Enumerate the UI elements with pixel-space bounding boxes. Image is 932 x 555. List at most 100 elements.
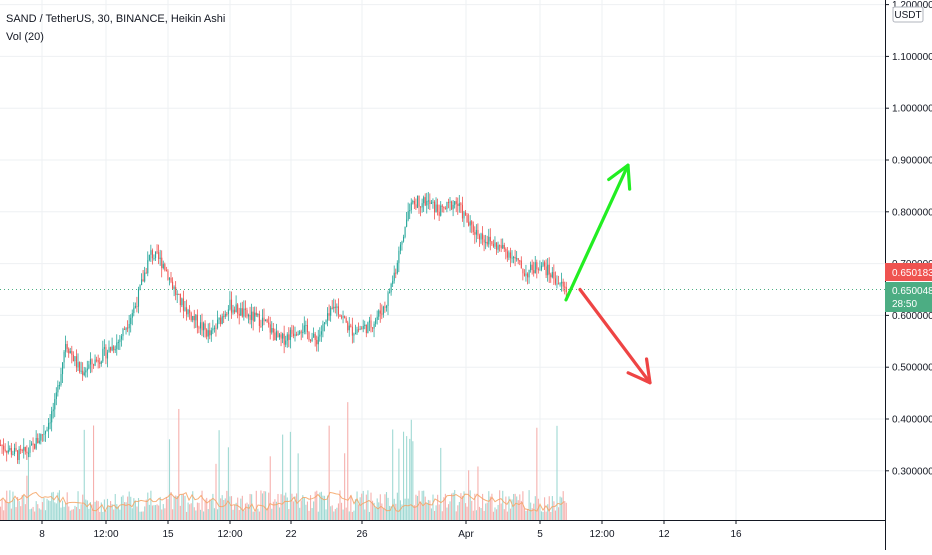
volume-bar — [221, 495, 223, 520]
symbol-title[interactable]: SAND / TetherUS, 30, BINANCE, Heikin Ash… — [6, 13, 226, 25]
volume-bar — [337, 503, 339, 520]
candle-body — [85, 370, 87, 373]
candle-body — [248, 314, 250, 317]
candle-body — [415, 204, 417, 208]
candle-body — [57, 385, 59, 393]
volume-bar — [381, 503, 383, 520]
volume-bar — [378, 502, 380, 520]
volume-bar — [375, 507, 377, 520]
candle-body — [398, 250, 400, 263]
price-axis[interactable]: 1.200000 1.100000 1.000000 0.900000 0.800000… — [885, 0, 932, 550]
volume-bar — [193, 507, 195, 520]
volume-bar — [134, 500, 136, 520]
candle-body — [533, 270, 535, 274]
candle-body — [334, 306, 336, 308]
candle-body — [201, 322, 203, 331]
volume-bar — [334, 509, 336, 520]
time-tick-label: 12:00 — [589, 529, 614, 540]
volume-bar — [313, 501, 315, 520]
volume-bar — [52, 491, 54, 520]
candle-body — [133, 307, 135, 314]
volume-bar — [230, 496, 233, 520]
candle-body — [196, 314, 198, 328]
volume-indicator-label[interactable]: Vol (20) — [6, 31, 44, 43]
volume-bar — [452, 492, 454, 520]
candle-body — [162, 264, 164, 269]
candle-body — [339, 314, 341, 317]
volume-bar — [389, 505, 391, 520]
volume-bar — [10, 508, 12, 520]
candle-body — [29, 445, 31, 453]
volume-bar — [310, 495, 312, 520]
candle-body — [83, 372, 85, 376]
candle-body — [404, 226, 406, 237]
candle-body — [565, 287, 567, 293]
volume-bar — [316, 490, 318, 520]
volume-bar — [553, 501, 555, 520]
candle-body — [505, 249, 507, 252]
candle-body — [375, 319, 377, 324]
volume-bar — [6, 490, 8, 520]
volume-bar — [328, 425, 330, 520]
candle-body — [164, 264, 166, 271]
volume-bar — [18, 501, 20, 520]
candle-body — [145, 272, 147, 274]
candle-body — [86, 368, 88, 371]
volume-bar — [384, 494, 386, 520]
volume-bar — [195, 510, 197, 520]
volume-bar — [297, 453, 299, 520]
candle-body — [544, 262, 546, 267]
volume-bar — [520, 500, 522, 520]
volume-bar — [523, 508, 525, 520]
candle-body — [468, 222, 470, 226]
candle-body — [155, 251, 157, 259]
volume-bar — [392, 429, 394, 520]
candle-body — [285, 340, 287, 345]
volume-bar — [508, 496, 510, 520]
candle-body — [331, 307, 333, 309]
candle-body — [387, 292, 389, 306]
volume-bar — [354, 499, 357, 520]
volume-bar — [454, 490, 456, 520]
candle-body — [330, 307, 332, 316]
candle-body — [63, 351, 65, 363]
candle-body — [302, 331, 304, 333]
candle-body — [198, 327, 200, 329]
volume-bar — [17, 497, 19, 520]
candle-body — [10, 448, 12, 455]
volume-bar — [145, 499, 147, 520]
candle-body — [238, 313, 240, 316]
volume-bar — [224, 498, 226, 520]
candle-body — [300, 331, 302, 333]
candle-body — [230, 299, 233, 313]
time-tick-label: 12 — [658, 529, 670, 540]
candle-body — [554, 278, 556, 284]
volume-bar — [548, 496, 550, 520]
volume-bar — [494, 507, 496, 520]
volume-bar — [4, 499, 6, 520]
volume-bar — [283, 495, 285, 520]
time-axis[interactable]: 8 12:00 15 12:00 22 26 Apr 5 12:00 12 16 — [0, 520, 885, 550]
volume-bar — [162, 504, 164, 520]
candle-body — [471, 221, 473, 225]
candle-body — [389, 292, 391, 294]
volume-bar — [181, 494, 183, 520]
volume-bar — [111, 504, 113, 520]
volume-bar — [345, 507, 347, 520]
candle-body — [102, 348, 104, 362]
candle-body — [128, 323, 130, 329]
volume-bar — [330, 506, 332, 520]
volume-bar — [79, 509, 81, 520]
volume-bar — [559, 496, 561, 520]
volume-bar — [314, 491, 316, 520]
candle-body — [458, 203, 460, 207]
volume-bar — [279, 507, 281, 520]
volume-bar — [280, 494, 282, 520]
volume-bar — [173, 496, 175, 520]
candle-body — [234, 309, 236, 313]
volume-bar — [170, 491, 172, 520]
candle-body — [277, 331, 279, 338]
volume-bar — [296, 493, 298, 520]
